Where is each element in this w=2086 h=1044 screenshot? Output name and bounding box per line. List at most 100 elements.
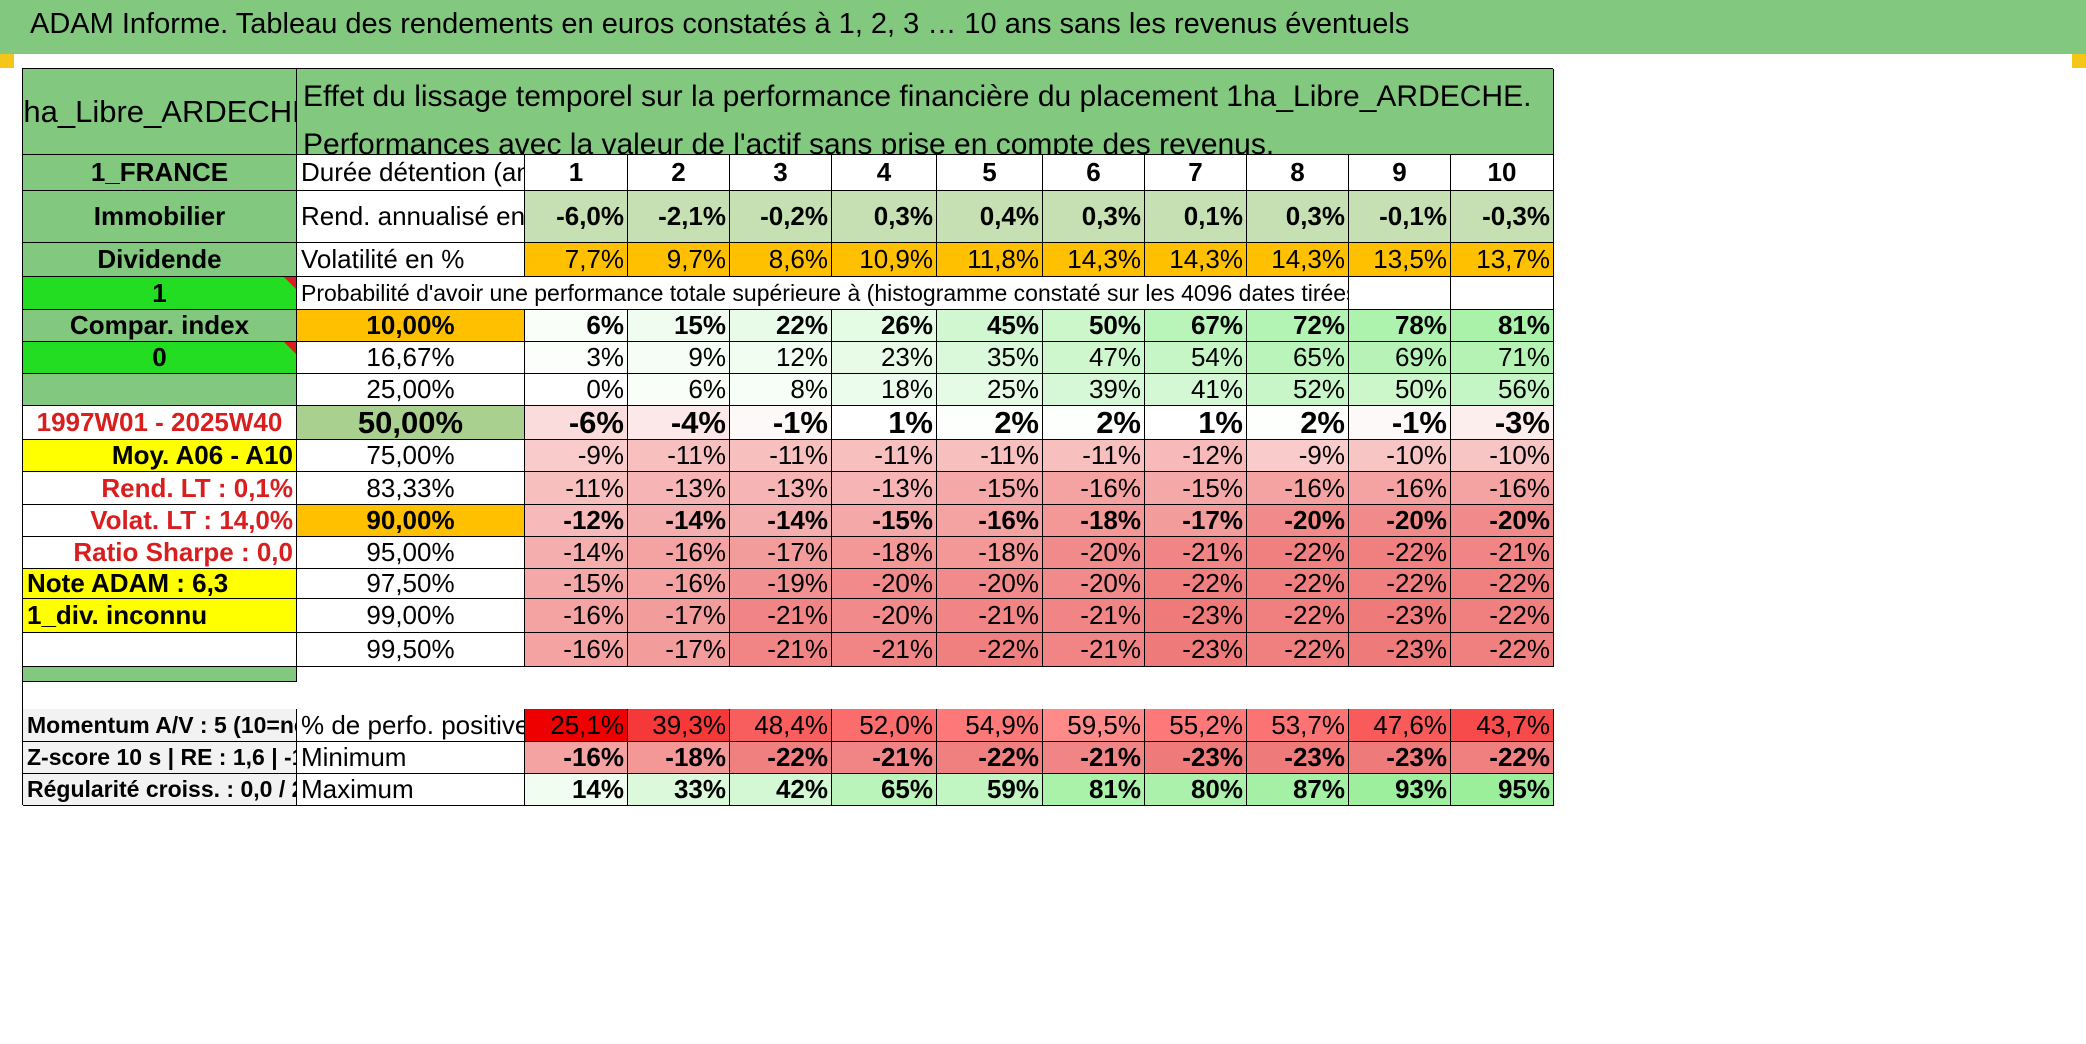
moy-label: Moy. A06 - A10: [23, 440, 297, 472]
rend-value: 0,3%: [832, 191, 937, 243]
percentile-value: 0%: [525, 374, 628, 406]
percentile-value: -22%: [1145, 569, 1247, 599]
percentile-label: 10,00%: [297, 310, 525, 342]
percentile-value: -17%: [628, 599, 730, 633]
year-header: 2: [628, 155, 730, 191]
vol-value: 13,5%: [1349, 243, 1451, 277]
percentile-value: -16%: [1043, 472, 1145, 505]
minimum-value: -21%: [1043, 742, 1145, 774]
percentile-value: -11%: [628, 440, 730, 472]
momentum-label: Momentum A/V : 5 (10=neutre): [23, 709, 297, 742]
vol-value: 14,3%: [1043, 243, 1145, 277]
volat-lt-label: Volat. LT : 14,0%: [23, 505, 297, 537]
minimum-value: -18%: [628, 742, 730, 774]
rend-value: -0,3%: [1451, 191, 1554, 243]
percentile-value: -22%: [937, 633, 1043, 667]
percentile-value: -21%: [1145, 537, 1247, 569]
percentile-value: -1%: [730, 406, 832, 440]
percentile-value: -20%: [832, 569, 937, 599]
percentile-value: -21%: [1043, 633, 1145, 667]
duree-label: Durée détention (an): [297, 155, 525, 191]
year-header: 8: [1247, 155, 1349, 191]
percentile-value: 1%: [1145, 406, 1247, 440]
percentile-value: -12%: [525, 505, 628, 537]
maximum-value: 65%: [832, 774, 937, 806]
percentile-value: -17%: [730, 537, 832, 569]
maximum-value: 59%: [937, 774, 1043, 806]
percentile-value: -16%: [1349, 472, 1451, 505]
percentile-value: 25%: [937, 374, 1043, 406]
blank-cell: [1349, 277, 1451, 310]
index-value: 0: [23, 342, 297, 374]
category-label: Immobilier: [23, 191, 297, 243]
percentile-value: 3%: [525, 342, 628, 374]
percentile-value: 35%: [937, 342, 1043, 374]
percentile-label: 50,00%: [297, 406, 525, 440]
positive-value: 39,3%: [628, 709, 730, 742]
percentile-label: 97,50%: [297, 569, 525, 599]
percentile-value: 67%: [1145, 310, 1247, 342]
rend-value: 0,3%: [1247, 191, 1349, 243]
percentile-value: -23%: [1349, 599, 1451, 633]
percentile-value: -13%: [628, 472, 730, 505]
percentile-value: 45%: [937, 310, 1043, 342]
note-adam: Note ADAM : 6,3: [23, 569, 297, 599]
percentile-value: 9%: [628, 342, 730, 374]
percentile-value: 65%: [1247, 342, 1349, 374]
flag-value: 1: [23, 277, 297, 310]
percentile-value: -18%: [832, 537, 937, 569]
percentile-value: 56%: [1451, 374, 1554, 406]
rend-value: 0,3%: [1043, 191, 1145, 243]
vol-value: 9,7%: [628, 243, 730, 277]
percentile-value: -6%: [525, 406, 628, 440]
performance-table: 1ha_Libre_ARDECHE1_FRANCEImmobilierDivid…: [22, 68, 1554, 806]
percentile-value: -11%: [937, 440, 1043, 472]
percentile-value: -22%: [1451, 633, 1554, 667]
sharpe-label: Ratio Sharpe : 0,0: [23, 537, 297, 569]
percentile-value: -15%: [525, 569, 628, 599]
percentile-value: -16%: [525, 599, 628, 633]
percentile-value: -18%: [1043, 505, 1145, 537]
minimum-value: -16%: [525, 742, 628, 774]
percentile-value: -16%: [1451, 472, 1554, 505]
minimum-value: -23%: [1145, 742, 1247, 774]
blank-cell: [23, 633, 297, 667]
percentile-value: -16%: [1247, 472, 1349, 505]
percentile-value: 15%: [628, 310, 730, 342]
year-header: 10: [1451, 155, 1554, 191]
percentile-value: 50%: [1043, 310, 1145, 342]
year-header: 7: [1145, 155, 1247, 191]
percentile-value: 23%: [832, 342, 937, 374]
positive-value: 59,5%: [1043, 709, 1145, 742]
title-bar: ADAM Informe. Tableau des rendements en …: [0, 0, 2086, 54]
compar-index-label: Compar. index: [23, 310, 297, 342]
percentile-value: -20%: [1451, 505, 1554, 537]
percentile-value: 72%: [1247, 310, 1349, 342]
percentile-value: -11%: [1043, 440, 1145, 472]
percentile-value: -9%: [1247, 440, 1349, 472]
positive-value: 53,7%: [1247, 709, 1349, 742]
positive-value: 43,7%: [1451, 709, 1554, 742]
rend-value: -0,2%: [730, 191, 832, 243]
percentile-label: 75,00%: [297, 440, 525, 472]
percentile-value: -21%: [730, 599, 832, 633]
percentile-label: 90,00%: [297, 505, 525, 537]
percentile-value: 2%: [1247, 406, 1349, 440]
vol-value: 13,7%: [1451, 243, 1554, 277]
rend-lt-label: Rend. LT : 0,1%: [23, 472, 297, 505]
percentile-label: 95,00%: [297, 537, 525, 569]
percentile-value: -17%: [1145, 505, 1247, 537]
percentile-value: 41%: [1145, 374, 1247, 406]
percentile-value: -4%: [628, 406, 730, 440]
percentile-value: -20%: [832, 599, 937, 633]
percentile-value: -11%: [730, 440, 832, 472]
rend-value: -0,1%: [1349, 191, 1451, 243]
percentile-value: 47%: [1043, 342, 1145, 374]
percentile-value: -21%: [1043, 599, 1145, 633]
year-header: 6: [1043, 155, 1145, 191]
percentile-value: 2%: [1043, 406, 1145, 440]
minimum-value: -22%: [937, 742, 1043, 774]
percentile-value: -21%: [730, 633, 832, 667]
percentile-value: -14%: [628, 505, 730, 537]
vol-value: 11,8%: [937, 243, 1043, 277]
